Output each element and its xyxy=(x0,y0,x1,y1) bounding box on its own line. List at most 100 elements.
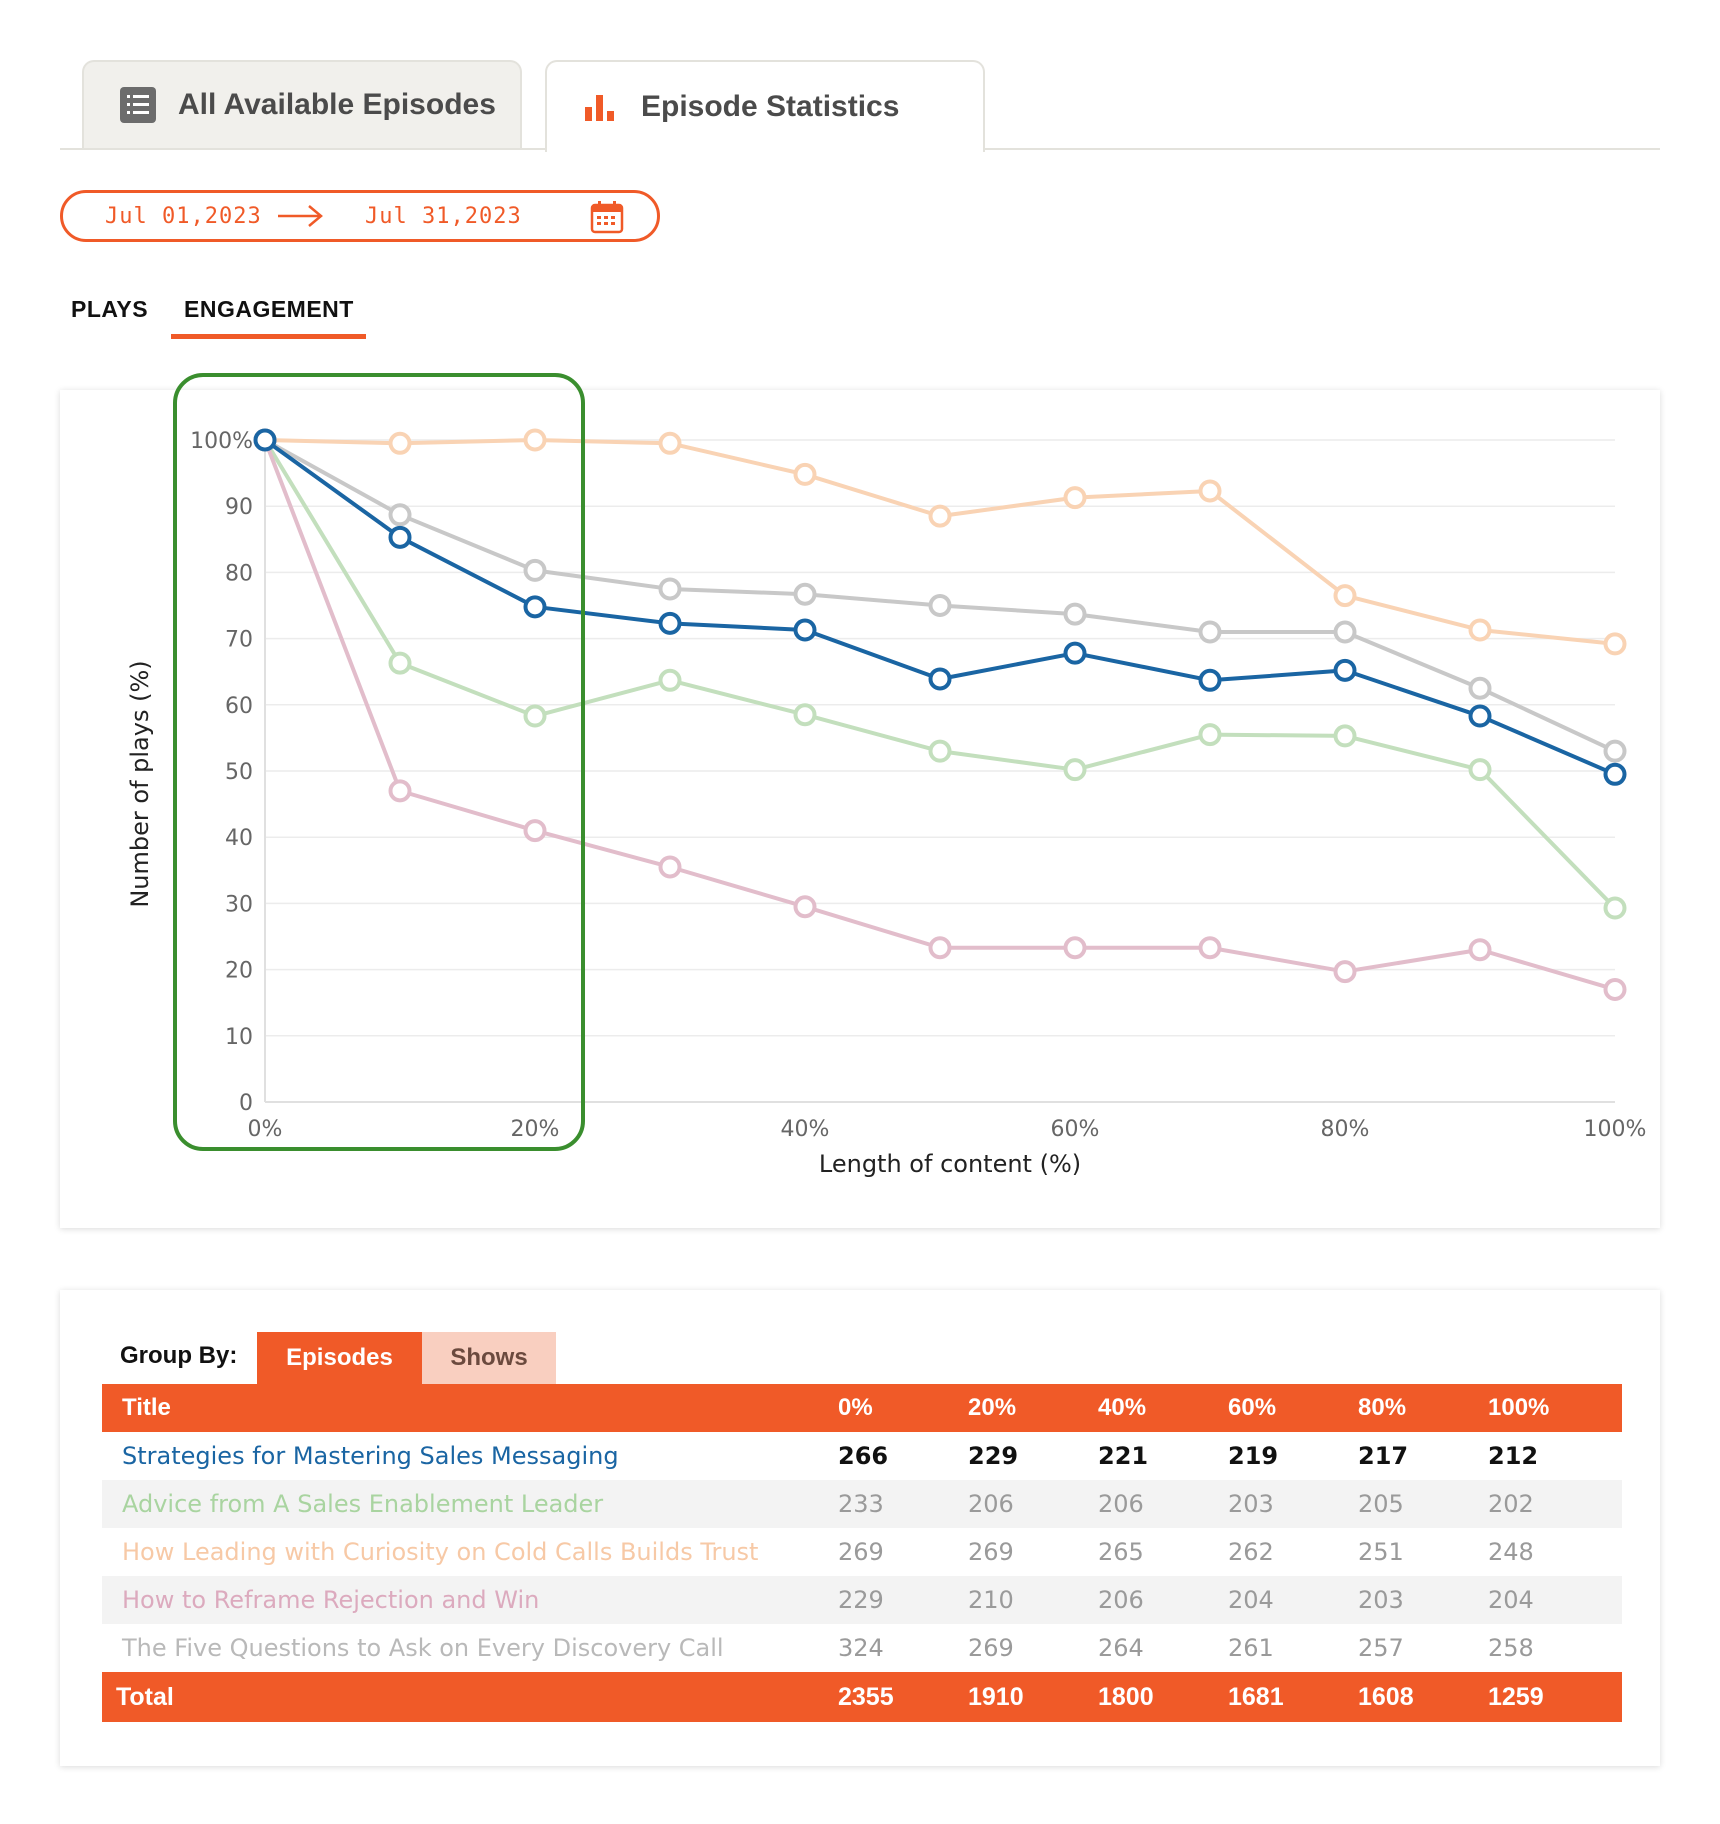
episode-title-link[interactable]: How Leading with Curiosity on Cold Calls… xyxy=(122,1538,759,1566)
data-point[interactable] xyxy=(1468,676,1492,700)
data-point[interactable] xyxy=(388,525,412,549)
column-header[interactable]: Title xyxy=(102,1384,838,1432)
column-header[interactable]: 100% xyxy=(1488,1384,1622,1432)
data-point[interactable] xyxy=(658,668,682,692)
table-row[interactable]: How Leading with Curiosity on Cold Calls… xyxy=(102,1528,1622,1576)
data-point[interactable] xyxy=(793,462,817,486)
tab-plays[interactable]: PLAYS xyxy=(71,296,149,322)
tab-label: Episode Statistics xyxy=(641,90,900,123)
data-point[interactable] xyxy=(658,855,682,879)
table-row[interactable]: How to Reframe Rejection and Win 229 210 20… xyxy=(102,1576,1622,1624)
cell-value: 221 xyxy=(1098,1442,1149,1470)
group-by-episodes-button[interactable]: Episodes xyxy=(257,1332,422,1384)
cell-value: 261 xyxy=(1228,1634,1274,1662)
data-point[interactable] xyxy=(1603,632,1627,656)
data-point[interactable] xyxy=(1603,739,1627,763)
episode-title-link[interactable]: Strategies for Mastering Sales Messaging xyxy=(122,1442,619,1470)
y-tick-label: 30 xyxy=(225,892,253,917)
data-point[interactable] xyxy=(1063,486,1087,510)
data-point[interactable] xyxy=(523,428,547,452)
active-tab-indicator xyxy=(171,334,366,339)
data-point[interactable] xyxy=(1333,724,1357,748)
date-end[interactable]: Jul 31,2023 xyxy=(365,203,522,229)
series-line-4 xyxy=(253,428,1627,1001)
data-point[interactable] xyxy=(1468,758,1492,782)
episode-title-link[interactable]: Advice from A Sales Enablement Leader xyxy=(102,1480,838,1528)
data-point[interactable] xyxy=(1603,762,1627,786)
data-point[interactable] xyxy=(1063,936,1087,960)
y-tick-label: 0 xyxy=(239,1091,253,1116)
episode-title-link[interactable]: The Five Questions to Ask on Every Disco… xyxy=(122,1634,724,1662)
data-point[interactable] xyxy=(1063,758,1087,782)
cell-value: 206 xyxy=(968,1480,1098,1528)
x-tick-label: 20% xyxy=(511,1117,560,1142)
data-point[interactable] xyxy=(1063,602,1087,626)
cell-value: 203 xyxy=(1358,1576,1488,1624)
total-value: 2355 xyxy=(838,1672,968,1722)
table-row[interactable]: Advice from A Sales Enablement Leader 233… xyxy=(102,1480,1622,1528)
total-value: 1259 xyxy=(1488,1672,1622,1722)
group-by-shows-button[interactable]: Shows xyxy=(422,1332,556,1384)
data-point[interactable] xyxy=(253,428,277,452)
data-point[interactable] xyxy=(523,558,547,582)
data-point[interactable] xyxy=(1468,938,1492,962)
data-point[interactable] xyxy=(1603,977,1627,1001)
data-point[interactable] xyxy=(928,504,952,528)
cell-value: 269 xyxy=(968,1538,1014,1566)
data-point[interactable] xyxy=(388,503,412,527)
date-range-picker[interactable]: Jul 01,2023 Jul 31,2023 xyxy=(60,190,660,242)
data-point[interactable] xyxy=(388,651,412,675)
data-point[interactable] xyxy=(658,431,682,455)
tab-engagement[interactable]: ENGAGEMENT xyxy=(184,296,354,322)
data-point[interactable] xyxy=(1333,620,1357,644)
data-point[interactable] xyxy=(523,704,547,728)
data-point[interactable] xyxy=(1198,723,1222,747)
data-point[interactable] xyxy=(1198,479,1222,503)
data-point[interactable] xyxy=(928,936,952,960)
data-point[interactable] xyxy=(1333,658,1357,682)
data-point[interactable] xyxy=(1198,668,1222,692)
data-point[interactable] xyxy=(1333,584,1357,608)
table-row[interactable]: Strategies for Mastering Sales Messaging… xyxy=(102,1432,1622,1480)
data-point[interactable] xyxy=(1333,960,1357,984)
data-point[interactable] xyxy=(793,618,817,642)
x-tick-label: 60% xyxy=(1051,1117,1100,1142)
data-point[interactable] xyxy=(388,431,412,455)
column-header[interactable]: 20% xyxy=(968,1384,1098,1432)
tab-episode-statistics[interactable]: Episode Statistics xyxy=(545,60,985,152)
column-header[interactable]: 40% xyxy=(1098,1384,1228,1432)
data-point[interactable] xyxy=(1603,896,1627,920)
table-row[interactable]: The Five Questions to Ask on Every Disco… xyxy=(102,1624,1622,1672)
calendar-icon[interactable] xyxy=(589,199,625,235)
data-point[interactable] xyxy=(928,594,952,617)
data-point[interactable] xyxy=(793,582,817,606)
data-point[interactable] xyxy=(928,739,952,763)
data-point[interactable] xyxy=(1468,704,1492,728)
data-point[interactable] xyxy=(1063,641,1087,665)
data-point[interactable] xyxy=(1468,618,1492,642)
data-point[interactable] xyxy=(658,611,682,635)
data-point[interactable] xyxy=(523,595,547,619)
data-point[interactable] xyxy=(793,703,817,727)
cell-value: 266 xyxy=(838,1442,889,1470)
data-point[interactable] xyxy=(658,577,682,601)
cell-value: 265 xyxy=(1098,1538,1144,1566)
data-point[interactable] xyxy=(1198,620,1222,644)
data-point[interactable] xyxy=(388,779,412,803)
tab-all-available-episodes[interactable]: All Available Episodes xyxy=(82,60,522,148)
cell-value: 269 xyxy=(838,1538,884,1566)
y-tick-label: 70 xyxy=(225,628,253,653)
cell-value: 248 xyxy=(1488,1538,1534,1566)
episode-title-link[interactable]: How to Reframe Rejection and Win xyxy=(102,1576,838,1624)
data-point[interactable] xyxy=(1198,936,1222,960)
data-point[interactable] xyxy=(928,667,952,691)
column-header[interactable]: 60% xyxy=(1228,1384,1358,1432)
column-header[interactable]: 80% xyxy=(1358,1384,1488,1432)
data-point[interactable] xyxy=(523,819,547,843)
date-start[interactable]: Jul 01,2023 xyxy=(105,203,262,229)
data-point[interactable] xyxy=(793,895,817,919)
x-tick-label: 40% xyxy=(781,1117,830,1142)
tab-label: All Available Episodes xyxy=(178,88,496,121)
column-header[interactable]: 0% xyxy=(838,1384,968,1432)
y-tick-label: 60 xyxy=(225,694,253,719)
